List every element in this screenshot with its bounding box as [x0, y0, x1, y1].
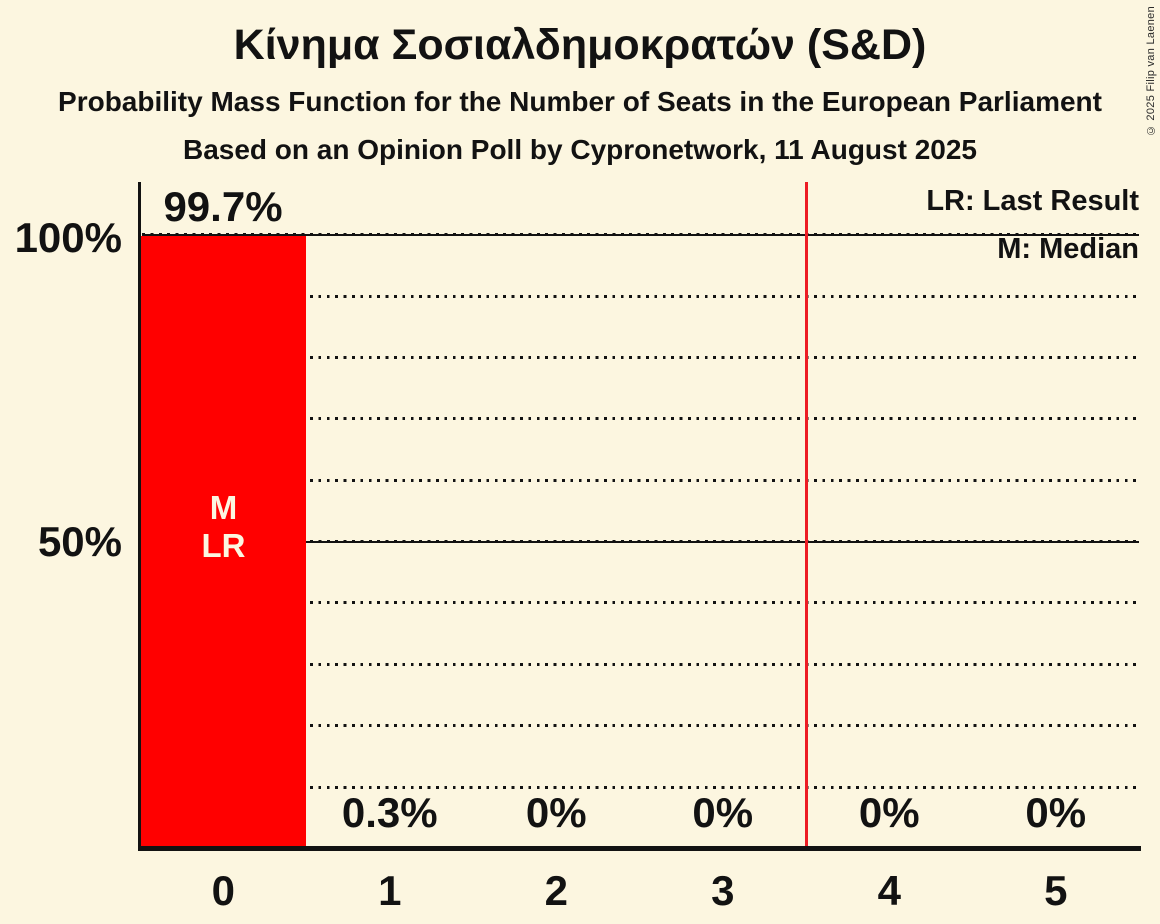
value-label-seat-1: 0.3% — [341, 789, 438, 836]
bar-marker-labels: M LR — [141, 489, 306, 565]
chart-subtitle: Probability Mass Function for the Number… — [58, 86, 1102, 117]
gridline-80 — [142, 356, 1139, 359]
gridline-100 — [142, 233, 1139, 236]
y-axis-line — [138, 182, 141, 851]
y-axis-label-100: 100% — [14, 214, 122, 261]
value-label-seat-5: 0% — [1025, 789, 1087, 836]
value-label-seat-2: 0% — [525, 789, 587, 836]
gridline-70 — [142, 417, 1139, 420]
chart-title: Κίνημα Σοσιαλδημοκρατών (S&D) — [233, 21, 927, 69]
gridline-30 — [142, 663, 1139, 666]
legend-last-result: LR: Last Result — [926, 185, 1139, 217]
x-tick-label-2: 2 — [544, 867, 568, 914]
majority-threshold-line — [804, 182, 808, 848]
x-tick-label-3: 3 — [711, 867, 735, 914]
value-label-seat-0 — [140, 791, 307, 835]
x-axis-line — [138, 846, 1141, 851]
x-axis-tick-row: 0 1 2 3 4 5 — [140, 869, 1139, 913]
value-label-seat-4: 0% — [858, 789, 920, 836]
median-marker-label: M — [209, 489, 238, 526]
last-result-marker-label: LR — [201, 527, 246, 564]
gridline-50 — [142, 540, 1139, 543]
legend-median: M: Median — [997, 233, 1139, 265]
value-labels-row: 0.3% 0% 0% 0% 0% — [140, 791, 1139, 835]
bar-value-label: 99.7% — [163, 183, 283, 230]
y-axis-label-50: 50% — [37, 518, 122, 565]
x-tick-label-5: 5 — [1044, 867, 1068, 914]
x-tick-label-4: 4 — [877, 867, 901, 914]
x-tick-label-1: 1 — [378, 867, 402, 914]
gridline-20 — [142, 724, 1139, 727]
x-tick-label-0: 0 — [211, 867, 235, 914]
plot-area: 99.7% M LR 0.3% 0% 0% 0% 0% — [138, 182, 1141, 851]
gridline-60 — [142, 479, 1139, 482]
gridline-90 — [142, 295, 1139, 298]
poll-source-subtitle: Based on an Opinion Poll by Cypronetwork… — [182, 134, 977, 165]
gridline-10 — [142, 786, 1139, 789]
value-label-seat-3: 0% — [692, 789, 754, 836]
gridline-40 — [142, 601, 1139, 604]
copyright-notice: © 2025 Filip van Laenen — [1145, 6, 1157, 137]
probability-bar-seat-0 — [141, 236, 306, 848]
